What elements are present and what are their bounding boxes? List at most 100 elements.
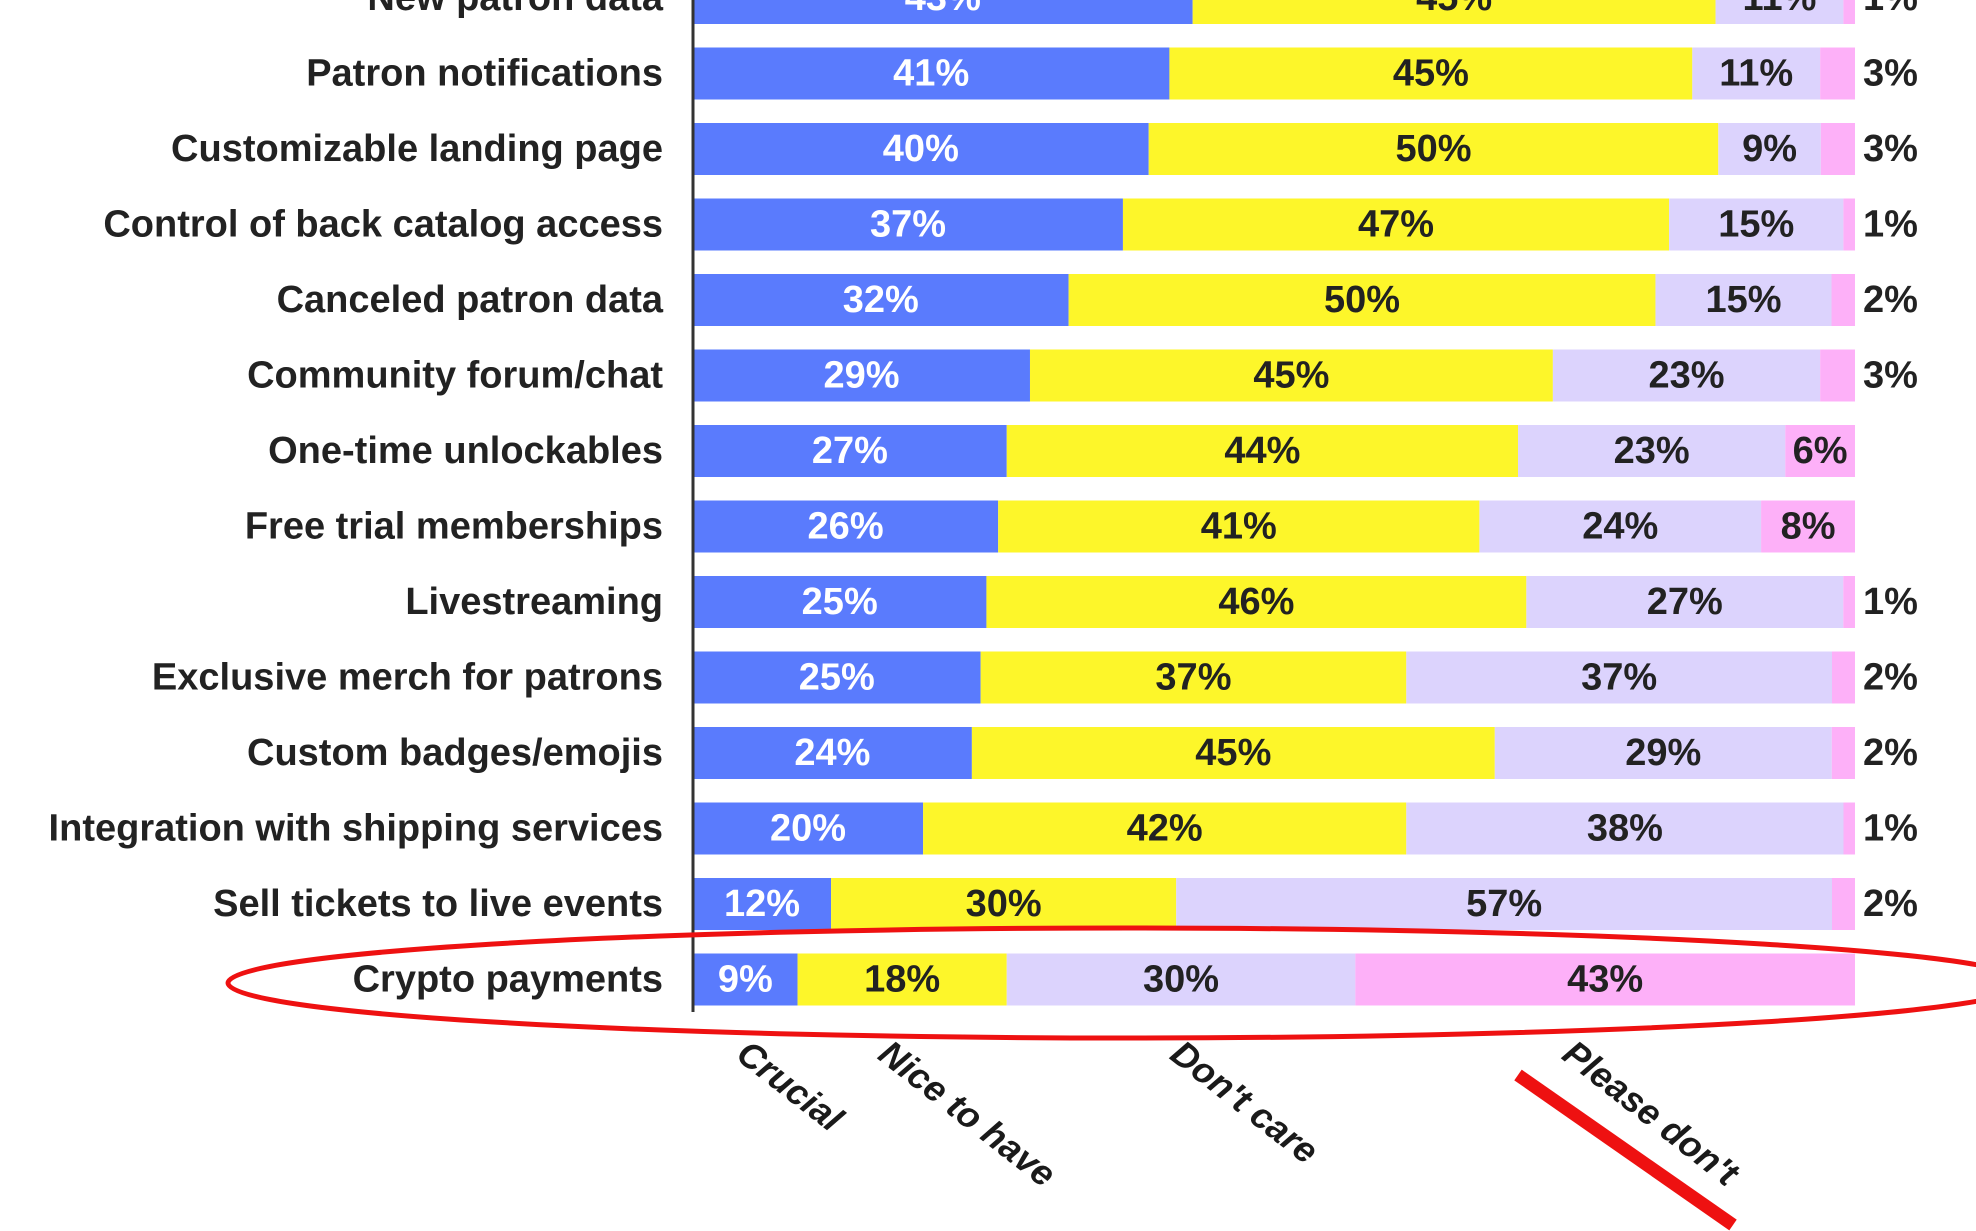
bar-segment-crucial-exclusive-merch-for-patrons [693, 651, 981, 704]
bar-segment-nice-to-have-patron-notifications [1169, 47, 1693, 100]
bar-value-label-nice-to-have-patron-notifications: 45% [1393, 53, 1469, 95]
bar-value-label-crucial-control-of-back-catalog-access: 37% [870, 204, 946, 246]
bar-segment-crucial-custom-badges-emojis [693, 727, 972, 779]
bar-value-label-crucial-livestreaming: 25% [802, 581, 878, 623]
bar-value-label-nice-to-have-exclusive-merch-for-patrons: 37% [1155, 657, 1231, 699]
category-label-patron-notifications: Patron notifications [306, 53, 663, 95]
bar-value-label-please-don-t-community-forum-chat: 3% [1863, 355, 1918, 397]
bar-value-label-crucial-exclusive-merch-for-patrons: 25% [799, 657, 875, 699]
bar-value-label-nice-to-have-crypto-payments: 18% [864, 959, 940, 1001]
bar-segment-please-don-t-canceled-patron-data [1831, 274, 1855, 326]
bar-value-label-don-t-care-canceled-patron-data: 15% [1705, 279, 1781, 321]
bar-segment-nice-to-have-one-time-unlockables [1006, 425, 1519, 477]
bar-value-label-crucial-customizable-landing-page: 40% [883, 128, 959, 170]
bar-segment-don-t-care-crypto-payments [1006, 953, 1356, 1006]
bar-value-label-don-t-care-community-forum-chat: 23% [1648, 355, 1724, 397]
category-labels-group: New patron data Patron notifications Custo… [49, 0, 664, 1001]
legend-label-crucial: Crucial [729, 1032, 851, 1140]
bar-value-label-please-don-t-integration-with-shipping-services: 1% [1863, 808, 1918, 850]
category-label-one-time-unlockables: One-time unlockables [268, 430, 663, 472]
bar-value-label-don-t-care-customizable-landing-page: 9% [1742, 128, 1797, 170]
bar-segment-crucial-patron-notifications [693, 47, 1170, 100]
bar-value-label-nice-to-have-custom-badges-emojis: 45% [1195, 732, 1271, 774]
bar-value-label-please-don-t-control-of-back-catalog-access: 1% [1863, 204, 1918, 246]
bar-value-label-please-don-t-one-time-unlockables: 6% [1793, 430, 1848, 472]
bar-segment-crucial-livestreaming [693, 576, 987, 628]
bar-segment-please-don-t-integration-with-shipping-services [1843, 802, 1855, 855]
bar-segment-crucial-control-of-back-catalog-access [693, 198, 1123, 251]
bar-segment-nice-to-have-new-patron-data [1192, 0, 1716, 24]
bar-segment-don-t-care-community-forum-chat [1552, 349, 1821, 402]
bar-segment-please-don-t-livestreaming [1843, 576, 1855, 628]
bar-segment-don-t-care-patron-notifications [1692, 47, 1821, 100]
bar-value-label-please-don-t-new-patron-data: 1% [1863, 0, 1918, 19]
bar-value-label-nice-to-have-customizable-landing-page: 50% [1395, 128, 1471, 170]
bar-segment-nice-to-have-integration-with-shipping-services [923, 802, 1407, 855]
bar-segment-nice-to-have-control-of-back-catalog-access [1122, 198, 1670, 251]
category-label-new-patron-data: New patron data [367, 0, 663, 19]
bar-segment-please-don-t-customizable-landing-page [1820, 123, 1855, 175]
category-label-livestreaming: Livestreaming [405, 581, 663, 623]
bar-value-label-crucial-patron-notifications: 41% [893, 53, 969, 95]
bar-segment-crucial-new-patron-data [693, 0, 1193, 24]
bar-value-label-nice-to-have-control-of-back-catalog-access: 47% [1358, 204, 1434, 246]
bar-segment-crucial-community-forum-chat [693, 349, 1030, 402]
bar-segment-nice-to-have-exclusive-merch-for-patrons [980, 651, 1407, 704]
bar-segment-don-t-care-sell-tickets-to-live-events [1176, 878, 1832, 930]
bar-value-label-crucial-free-trial-memberships: 26% [808, 506, 884, 548]
bar-value-label-nice-to-have-canceled-patron-data: 50% [1324, 279, 1400, 321]
bar-value-label-crucial-canceled-patron-data: 32% [843, 279, 919, 321]
bar-value-label-please-don-t-livestreaming: 1% [1863, 581, 1918, 623]
bar-value-label-please-don-t-crypto-payments: 43% [1567, 959, 1643, 1001]
bar-segment-please-don-t-community-forum-chat [1820, 349, 1855, 402]
bar-segment-don-t-care-customizable-landing-page [1718, 123, 1821, 175]
bar-segment-nice-to-have-sell-tickets-to-live-events [831, 878, 1177, 930]
category-label-integration-with-shipping-services: Integration with shipping services [49, 808, 663, 850]
bar-value-label-don-t-care-one-time-unlockables: 23% [1614, 430, 1690, 472]
bar-value-label-nice-to-have-integration-with-shipping-services: 42% [1127, 808, 1203, 850]
bar-value-label-please-don-t-canceled-patron-data: 2% [1863, 279, 1918, 321]
strike-line [1514, 1069, 1737, 1231]
bar-value-label-please-don-t-free-trial-memberships: 8% [1781, 506, 1836, 548]
bar-segment-crucial-free-trial-memberships [693, 500, 999, 553]
bar-segment-don-t-care-new-patron-data [1715, 0, 1844, 24]
category-label-crypto-payments: Crypto payments [353, 959, 663, 1001]
bar-segment-please-don-t-free-trial-memberships [1761, 500, 1855, 553]
bar-segment-don-t-care-control-of-back-catalog-access [1669, 198, 1844, 251]
bar-segment-don-t-care-exclusive-merch-for-patrons [1406, 651, 1832, 704]
bar-value-label-don-t-care-control-of-back-catalog-access: 15% [1718, 204, 1794, 246]
bar-value-label-nice-to-have-community-forum-chat: 45% [1253, 355, 1329, 397]
bar-segment-crucial-canceled-patron-data [693, 274, 1069, 326]
bar-value-label-crucial-integration-with-shipping-services: 20% [770, 808, 846, 850]
bar-value-label-crucial-custom-badges-emojis: 24% [794, 732, 870, 774]
bar-value-label-don-t-care-free-trial-memberships: 24% [1582, 506, 1658, 548]
bar-segment-don-t-care-canceled-patron-data [1655, 274, 1832, 326]
bar-segment-don-t-care-one-time-unlockables [1518, 425, 1786, 477]
category-label-canceled-patron-data: Canceled patron data [277, 279, 664, 321]
category-label-sell-tickets-to-live-events: Sell tickets to live events [213, 883, 663, 925]
category-label-exclusive-merch-for-patrons: Exclusive merch for patrons [152, 657, 663, 699]
bar-value-label-please-don-t-sell-tickets-to-live-events: 2% [1863, 883, 1918, 925]
bar-segment-crucial-crypto-payments [693, 953, 798, 1006]
bar-segment-nice-to-have-community-forum-chat [1029, 349, 1553, 402]
bar-segment-nice-to-have-free-trial-memberships [998, 500, 1480, 553]
bar-segment-please-don-t-one-time-unlockables [1785, 425, 1855, 477]
bar-segment-crucial-customizable-landing-page [693, 123, 1149, 175]
bar-segment-don-t-care-free-trial-memberships [1479, 500, 1762, 553]
bar-segment-please-don-t-patron-notifications [1820, 47, 1855, 100]
bar-segment-don-t-care-custom-badges-emojis [1494, 727, 1832, 779]
legend-group: Crucial Nice to have Don't care Please don'… [729, 1032, 1748, 1195]
bar-value-label-crucial-community-forum-chat: 29% [823, 355, 899, 397]
bars-group: 43% 45% 11% 1% 41% 45% 11% 3% 40% 50% 9% 3% 37% 47% 15… [693, 0, 1918, 1006]
bar-value-label-nice-to-have-livestreaming: 46% [1218, 581, 1294, 623]
category-label-customizable-landing-page: Customizable landing page [171, 128, 663, 170]
bar-value-label-crucial-sell-tickets-to-live-events: 12% [724, 883, 800, 925]
bar-value-label-don-t-care-livestreaming: 27% [1647, 581, 1723, 623]
category-label-community-forum-chat: Community forum/chat [247, 355, 663, 397]
category-label-control-of-back-catalog-access: Control of back catalog access [103, 204, 663, 246]
legend-label-nice-to-have: Nice to have [871, 1032, 1063, 1195]
bar-segment-please-don-t-control-of-back-catalog-access [1843, 198, 1855, 251]
bar-value-label-don-t-care-integration-with-shipping-services: 38% [1587, 808, 1663, 850]
bar-value-label-crucial-new-patron-data: 43% [905, 0, 981, 19]
bar-segment-crucial-one-time-unlockables [693, 425, 1007, 477]
